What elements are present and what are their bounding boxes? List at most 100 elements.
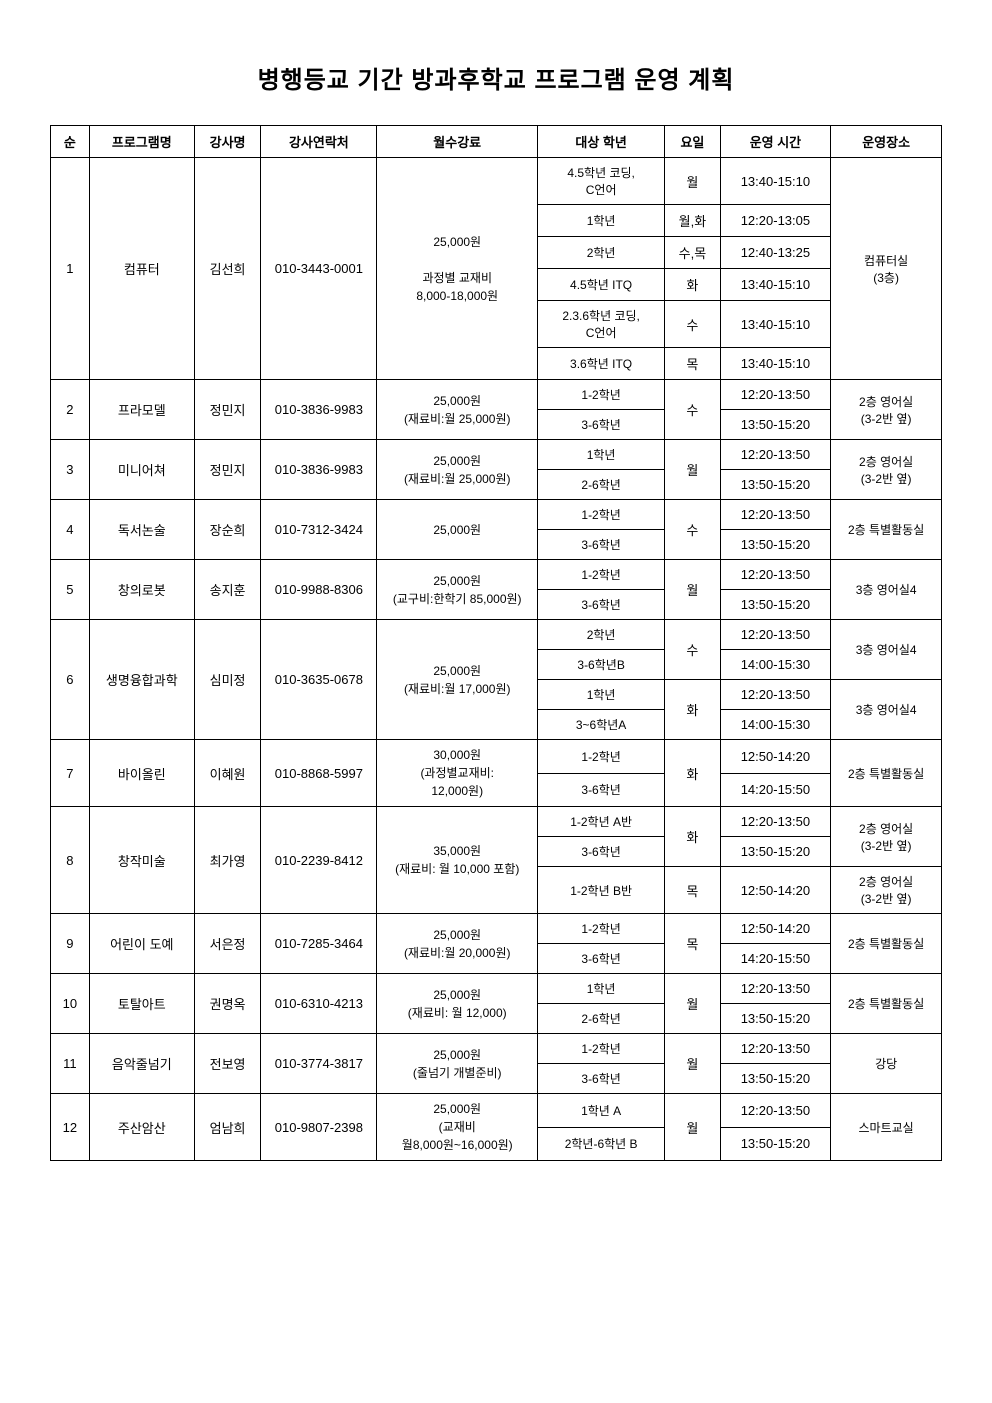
- table-cell: 12:20-13:50: [720, 500, 831, 530]
- table-row: 11음악줄넘기전보영010-3774-381725,000원(줄넘기 개별준비)…: [51, 1034, 942, 1064]
- table-cell: 010-3635-0678: [261, 620, 377, 740]
- table-cell: 1학년: [537, 440, 664, 470]
- table-cell: 최가영: [194, 807, 260, 914]
- table-cell: 010-3836-9983: [261, 440, 377, 500]
- table-cell: 월: [665, 560, 720, 620]
- table-cell: 25,000원(재료비:월 20,000원): [377, 914, 537, 974]
- table-cell: 3-6학년: [537, 590, 664, 620]
- table-cell: 3-6학년: [537, 773, 664, 807]
- table-cell: 11: [51, 1034, 90, 1094]
- table-cell: 독서논술: [89, 500, 194, 560]
- table-cell: 월: [665, 1094, 720, 1161]
- table-cell: 13:50-15:20: [720, 1064, 831, 1094]
- table-cell: 12:20-13:50: [720, 807, 831, 837]
- table-cell: 12:20-13:05: [720, 205, 831, 237]
- table-cell: 010-2239-8412: [261, 807, 377, 914]
- table-cell: 1-2학년 A반: [537, 807, 664, 837]
- table-cell: 2층 특별활동실: [831, 740, 942, 807]
- table-cell: 13:50-15:20: [720, 530, 831, 560]
- table-cell: 3-6학년: [537, 944, 664, 974]
- table-row: 8창작미술최가영010-2239-841235,000원(재료비: 월 10,0…: [51, 807, 942, 837]
- table-cell: 주산암산: [89, 1094, 194, 1161]
- table-cell: 12:20-13:50: [720, 380, 831, 410]
- table-cell: 4.5학년 코딩,C언어: [537, 158, 664, 205]
- table-cell: 13:50-15:20: [720, 1004, 831, 1034]
- table-cell: 1-2학년: [537, 500, 664, 530]
- table-cell: 2: [51, 380, 90, 440]
- table-cell: 6: [51, 620, 90, 740]
- table-row: 6생명융합과학심미정010-3635-067825,000원(재료비:월 17,…: [51, 620, 942, 650]
- table-cell: 1-2학년: [537, 740, 664, 774]
- table-cell: 김선희: [194, 158, 260, 380]
- table-cell: 정민지: [194, 380, 260, 440]
- table-cell: 심미정: [194, 620, 260, 740]
- table-cell: 목: [665, 867, 720, 914]
- table-cell: 010-9807-2398: [261, 1094, 377, 1161]
- table-cell: 25,000원(교재비월8,000원~16,000원): [377, 1094, 537, 1161]
- table-cell: 2-6학년: [537, 470, 664, 500]
- header-program: 프로그램명: [89, 126, 194, 158]
- table-cell: 수: [665, 620, 720, 680]
- table-cell: 010-3774-3817: [261, 1034, 377, 1094]
- table-cell: 010-7312-3424: [261, 500, 377, 560]
- table-cell: 3층 영어실4: [831, 620, 942, 680]
- table-cell: 13:40-15:10: [720, 269, 831, 301]
- table-cell: 월,화: [665, 205, 720, 237]
- table-cell: 화: [665, 269, 720, 301]
- table-cell: 2층 영어실(3-2반 옆): [831, 867, 942, 914]
- header-day: 요일: [665, 126, 720, 158]
- header-teacher: 강사명: [194, 126, 260, 158]
- program-table: 순 프로그램명 강사명 강사연락처 월수강료 대상 학년 요일 운영 시간 운영…: [50, 125, 942, 1161]
- table-row: 7바이올린이혜원010-8868-599730,000원(과정별교재비:12,0…: [51, 740, 942, 774]
- table-cell: 권명옥: [194, 974, 260, 1034]
- table-cell: 2.3.6학년 코딩,C언어: [537, 301, 664, 348]
- table-cell: 13:50-15:20: [720, 410, 831, 440]
- table-cell: 4: [51, 500, 90, 560]
- table-cell: 수: [665, 500, 720, 560]
- table-cell: 10: [51, 974, 90, 1034]
- table-cell: 장순희: [194, 500, 260, 560]
- table-cell: 12:20-13:50: [720, 620, 831, 650]
- table-cell: 월: [665, 158, 720, 205]
- table-cell: 14:00-15:30: [720, 710, 831, 740]
- table-cell: 창의로봇: [89, 560, 194, 620]
- table-cell: 화: [665, 740, 720, 807]
- table-cell: 생명융합과학: [89, 620, 194, 740]
- table-cell: 010-3836-9983: [261, 380, 377, 440]
- table-cell: 화: [665, 680, 720, 740]
- table-cell: 4.5학년 ITQ: [537, 269, 664, 301]
- table-cell: 3층 영어실4: [831, 560, 942, 620]
- table-cell: 컴퓨터: [89, 158, 194, 380]
- table-cell: 12:20-13:50: [720, 974, 831, 1004]
- table-cell: 수: [665, 301, 720, 348]
- table-row: 10토탈아트권명옥010-6310-421325,000원(재료비: 월 12,…: [51, 974, 942, 1004]
- table-cell: 12: [51, 1094, 90, 1161]
- table-cell: 010-8868-5997: [261, 740, 377, 807]
- table-cell: 3-6학년: [537, 530, 664, 560]
- table-cell: 1-2학년: [537, 560, 664, 590]
- table-cell: 1학년: [537, 680, 664, 710]
- table-cell: 13:40-15:10: [720, 348, 831, 380]
- table-cell: 월: [665, 1034, 720, 1094]
- table-cell: 2층 영어실(3-2반 옆): [831, 380, 942, 440]
- table-cell: 2-6학년: [537, 1004, 664, 1034]
- table-cell: 7: [51, 740, 90, 807]
- table-row: 4독서논술장순희010-7312-342425,000원1-2학년수12:20-…: [51, 500, 942, 530]
- table-cell: 5: [51, 560, 90, 620]
- table-cell: 14:20-15:50: [720, 773, 831, 807]
- table-cell: 3: [51, 440, 90, 500]
- table-cell: 수,목: [665, 237, 720, 269]
- table-cell: 9: [51, 914, 90, 974]
- table-cell: 창작미술: [89, 807, 194, 914]
- table-cell: 3-6학년: [537, 1064, 664, 1094]
- table-cell: 12:20-13:50: [720, 680, 831, 710]
- table-cell: 송지훈: [194, 560, 260, 620]
- table-cell: 2층 영어실(3-2반 옆): [831, 440, 942, 500]
- table-cell: 25,000원(줄넘기 개별준비): [377, 1034, 537, 1094]
- table-row: 12주산암산엄남희010-9807-239825,000원(교재비월8,000원…: [51, 1094, 942, 1128]
- table-cell: 1-2학년: [537, 380, 664, 410]
- table-row: 5창의로봇송지훈010-9988-830625,000원(교구비:한학기 85,…: [51, 560, 942, 590]
- table-cell: 010-3443-0001: [261, 158, 377, 380]
- table-cell: 컴퓨터실(3층): [831, 158, 942, 380]
- page-title: 병행등교 기간 방과후학교 프로그램 운영 계획: [50, 60, 942, 95]
